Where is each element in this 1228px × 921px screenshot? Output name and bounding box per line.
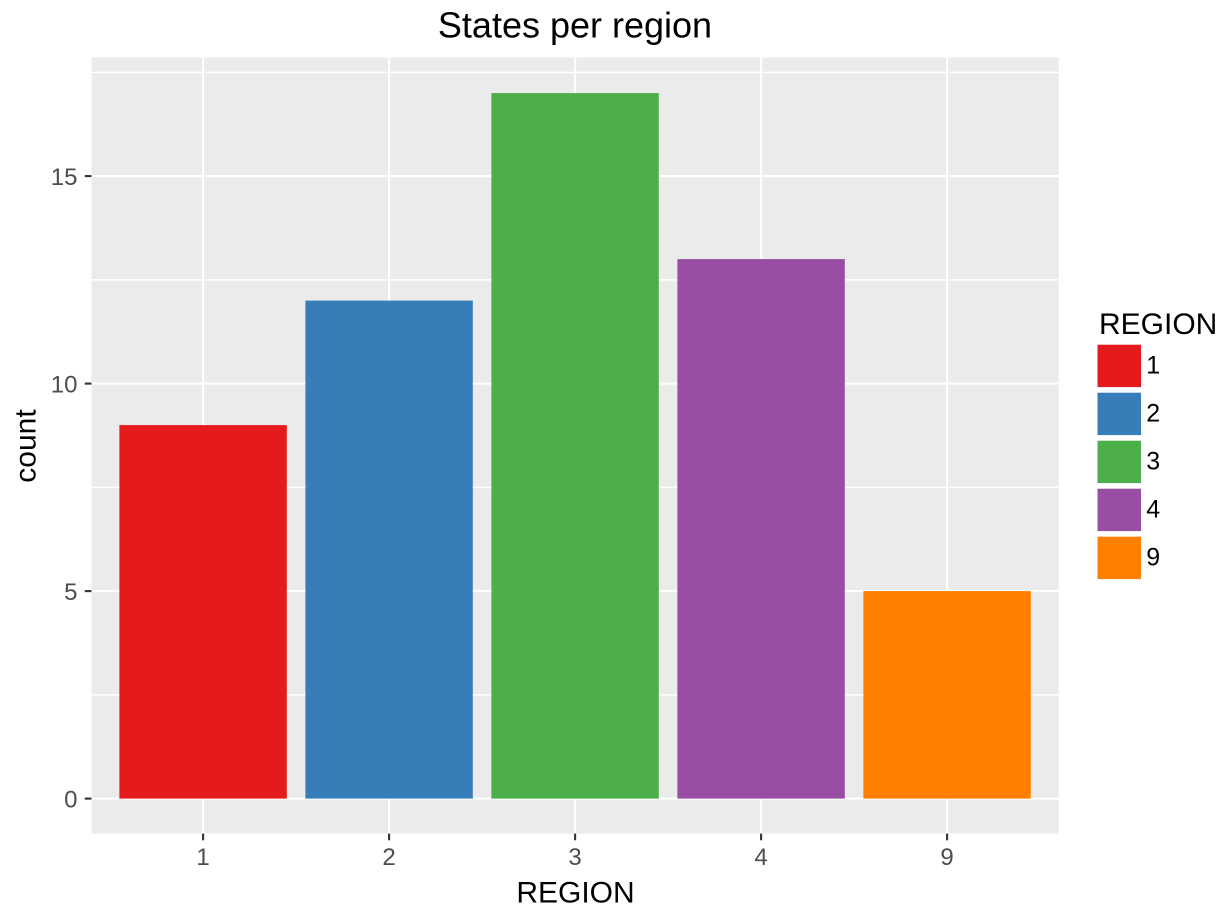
svg-text:3: 3 xyxy=(568,844,581,871)
svg-text:REGION: REGION xyxy=(516,877,634,910)
svg-text:2: 2 xyxy=(382,844,395,871)
svg-text:4: 4 xyxy=(754,844,767,871)
svg-text:15: 15 xyxy=(51,164,78,191)
svg-text:1: 1 xyxy=(1146,352,1160,380)
svg-text:REGION: REGION xyxy=(1099,308,1217,341)
svg-text:0: 0 xyxy=(64,786,77,813)
svg-text:4: 4 xyxy=(1146,496,1160,524)
svg-text:9: 9 xyxy=(940,844,953,871)
svg-text:count: count xyxy=(10,409,43,483)
svg-text:10: 10 xyxy=(51,371,78,398)
svg-text:9: 9 xyxy=(1146,544,1160,572)
svg-text:5: 5 xyxy=(64,579,77,606)
svg-text:2: 2 xyxy=(1146,400,1160,428)
svg-text:3: 3 xyxy=(1146,448,1160,476)
svg-text:States per region: States per region xyxy=(438,5,712,46)
svg-text:1: 1 xyxy=(196,844,209,871)
